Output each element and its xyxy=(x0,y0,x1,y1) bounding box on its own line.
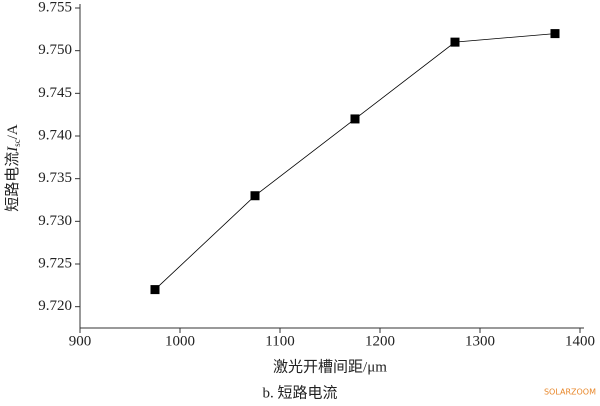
x-tick-label: 1200 xyxy=(365,333,395,349)
y-tick-label: 9.725 xyxy=(38,255,72,271)
x-tick-label: 1000 xyxy=(165,333,195,349)
y-tick-label: 9.750 xyxy=(38,42,72,58)
marker xyxy=(450,37,460,47)
y-tick-label: 9.745 xyxy=(38,85,72,101)
x-tick-label: 900 xyxy=(69,333,92,349)
y-tick-label: 9.755 xyxy=(38,0,72,15)
caption: b. 短路电流 xyxy=(262,384,337,401)
line xyxy=(154,33,556,290)
marker xyxy=(350,114,360,124)
y-label-sub: sc xyxy=(12,139,22,147)
y-label-main: 短路电流 xyxy=(4,152,21,212)
y-label-symbol: I xyxy=(5,146,21,153)
y-tick-label: 9.730 xyxy=(38,213,72,229)
marker xyxy=(150,285,160,295)
marker xyxy=(550,29,560,39)
y-axis-label: 短路电流Isc/A xyxy=(4,124,22,212)
marker xyxy=(250,191,260,201)
y-tick-label: 9.740 xyxy=(38,127,72,143)
y-tick-label: 9.720 xyxy=(38,298,72,314)
x-tick-label: 1100 xyxy=(265,333,294,349)
y-tick-label: 9.735 xyxy=(38,170,72,186)
x-tick-label: 1300 xyxy=(465,333,495,349)
y-label-unit: /A xyxy=(5,124,21,139)
x-axis-label: 激光开槽间距/μm xyxy=(273,358,387,375)
watermark: SOLARZOOM xyxy=(544,388,596,397)
x-tick-label: 1400 xyxy=(565,333,595,349)
